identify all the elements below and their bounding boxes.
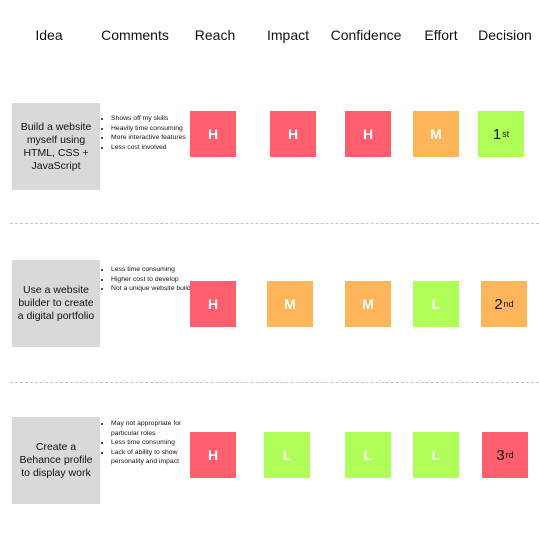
effort-rating: L [413,281,459,327]
header-reach: Reach [194,27,236,43]
comment-item: Shows off my skills [111,114,193,124]
comment-item: Less time consuming [111,438,193,448]
idea-card: Use a website builder to create a digita… [12,260,100,347]
row-divider [10,382,539,383]
confidence-rating: M [345,281,391,327]
idea-text: Build a website myself using HTML, CSS +… [20,120,92,172]
reach-rating: H [190,432,236,478]
impact-rating: M [267,281,313,327]
idea-text: Create a Behance profile to display work [19,441,93,479]
comments-list: Less time consuming Higher cost to devel… [102,265,193,294]
header-comments: Comments [101,27,169,43]
row-divider [10,223,539,224]
comment-item: Lack of ability to show personality and … [111,448,193,467]
comments-list: May not appropriate for particular roles… [102,419,193,467]
header-idea: Idea [35,27,63,43]
comment-item: Not a unique website build [111,284,193,294]
header-confidence: Confidence [330,27,402,43]
comment-item: More interactive features [111,133,193,143]
comment-item: Higher cost to develop [111,275,193,285]
header-impact: Impact [266,27,310,43]
decision-rank-number: 1 [492,125,502,143]
decision-rank-number: 2 [494,295,503,313]
impact-rating: H [270,111,316,157]
decision-rank-number: 3 [496,446,505,464]
reach-rating: H [190,111,236,157]
effort-rating: L [413,432,459,478]
header-decision: Decision [478,27,532,43]
comment-item: Heavily time consuming [111,124,193,134]
comment-item: Less cost involved [111,143,193,153]
idea-card: Build a website myself using HTML, CSS +… [12,103,100,190]
impact-rating: L [264,432,310,478]
idea-card: Create a Behance profile to display work [12,417,100,504]
comment-item: Less time consuming [111,265,193,275]
confidence-rating: L [345,432,391,478]
effort-rating: M [413,111,459,157]
confidence-rating: H [345,111,391,157]
idea-text: Use a website builder to create a digita… [17,284,95,322]
comments-list: Shows off my skills Heavily time consumi… [102,114,193,152]
header-effort: Effort [424,27,458,43]
comment-item: May not appropriate for particular roles [111,419,193,438]
reach-rating: H [190,281,236,327]
